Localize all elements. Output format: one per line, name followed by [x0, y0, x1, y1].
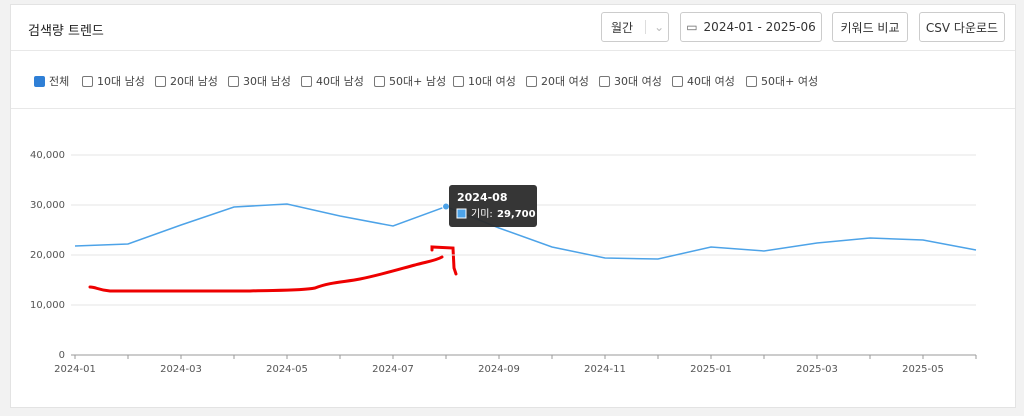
x-tick-label: 2024-05	[266, 364, 308, 375]
y-tick-label: 10,000	[30, 300, 65, 311]
y-tick-label: 0	[59, 350, 65, 361]
checkbox[interactable]	[155, 75, 166, 87]
tooltip-swatch	[456, 208, 467, 219]
y-tick-label: 40,000	[30, 150, 65, 161]
checkbox[interactable]	[374, 75, 385, 87]
filter-option[interactable]: 20대 여성	[526, 73, 589, 89]
filter-label: 30대 남성	[243, 75, 291, 88]
filter-label: 20대 여성	[541, 75, 589, 88]
tooltip-value: 29,700	[497, 209, 536, 220]
tooltip-title: 2024-08	[457, 191, 508, 204]
filter-label: 50대+ 남성	[389, 75, 447, 88]
filter-label: 30대 여성	[614, 75, 662, 88]
annotation-scribble	[88, 245, 458, 293]
tooltip: 2024-08 기미: 29,700	[449, 185, 537, 227]
panel-title: 검색량 트렌드	[28, 24, 104, 39]
filter-option[interactable]: 40대 남성	[301, 73, 364, 89]
series-line	[74, 203, 977, 260]
filter-option[interactable]: 50대+ 남성	[374, 73, 446, 89]
filter-option[interactable]: 30대 여성	[599, 73, 662, 89]
x-tick-label: 2024-07	[372, 364, 414, 375]
checkbox[interactable]	[82, 75, 93, 87]
x-tick-label: 2024-01	[54, 364, 96, 375]
tooltip-series: 기미:	[471, 208, 493, 220]
filter-option[interactable]: 30대 남성	[228, 73, 291, 89]
filter-label: 10대 여성	[468, 75, 516, 88]
checkbox[interactable]	[453, 75, 464, 87]
filter-label: 40대 남성	[316, 75, 364, 88]
filter-label: 40대 여성	[687, 75, 735, 88]
checkbox[interactable]	[34, 75, 45, 87]
x-tick-label: 2024-11	[584, 364, 626, 375]
divider	[11, 50, 1015, 51]
filter-option[interactable]: 20대 남성	[155, 73, 218, 89]
x-tick-label: 2025-05	[902, 364, 944, 375]
date-range-button[interactable]: ▭ 2024-01 - 2025-06	[680, 12, 822, 42]
tooltip-box	[449, 185, 537, 227]
filter-option[interactable]: 50대+ 여성	[746, 73, 818, 89]
filter-option[interactable]: 40대 여성	[672, 73, 735, 89]
filter-option[interactable]: 10대 여성	[453, 73, 516, 89]
compare-button[interactable]: 키워드 비교	[832, 12, 908, 42]
filter-label: 10대 남성	[97, 75, 145, 88]
period-text: 월간	[611, 20, 634, 35]
checkbox[interactable]	[228, 75, 239, 87]
checkbox[interactable]	[672, 75, 683, 87]
x-tick-label: 2024-09	[478, 364, 520, 375]
checkbox[interactable]	[526, 75, 537, 87]
checkbox[interactable]	[599, 75, 610, 87]
filter-option[interactable]: 10대 남성	[82, 73, 145, 89]
x-tick-label: 2025-01	[690, 364, 732, 375]
y-tick-label: 30,000	[30, 200, 65, 211]
x-tick-label: 2024-03	[160, 364, 202, 375]
y-tick-label: 20,000	[30, 250, 65, 261]
x-tick-label: 2025-03	[796, 364, 838, 375]
date-range-text: 2024-01 - 2025-06	[703, 20, 816, 34]
divider	[11, 108, 1015, 109]
filter-label: 20대 남성	[170, 75, 218, 88]
checkbox[interactable]	[301, 75, 312, 87]
filter-label: 전체	[49, 75, 70, 88]
csv-button[interactable]: CSV 다운로드	[919, 12, 1005, 42]
checkbox[interactable]	[746, 75, 757, 87]
period-select[interactable]: 월간 ⌄	[601, 12, 669, 42]
hover-point	[442, 202, 450, 211]
filter-option[interactable]: 전체	[34, 73, 69, 89]
filter-label: 50대+ 여성	[761, 75, 819, 88]
